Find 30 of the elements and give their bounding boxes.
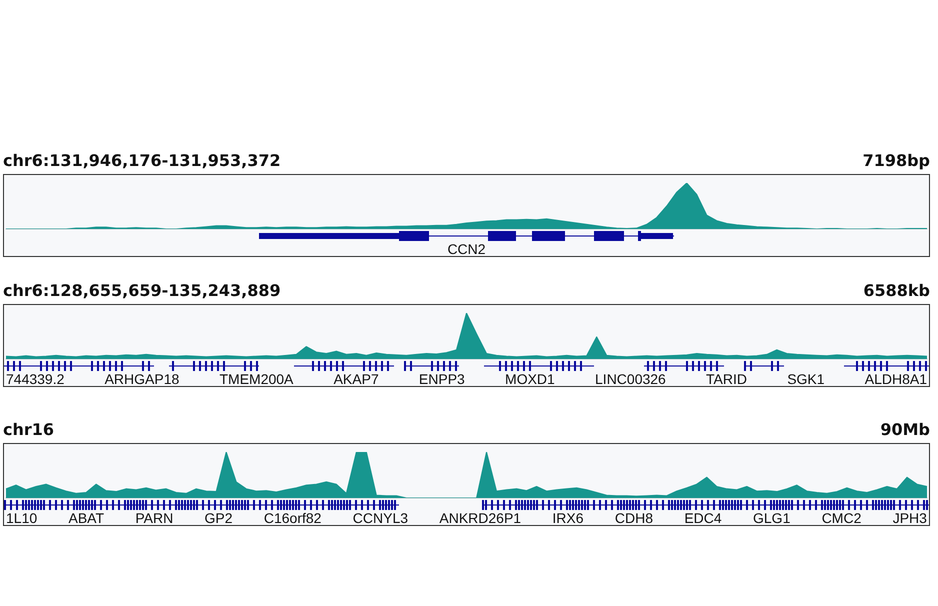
text: ENPP3 (418, 371, 465, 387)
text: SGK1 (787, 371, 825, 387)
text: 1L10 (6, 510, 38, 526)
chart-title: chr6:131,946,176-131,953,372 (3, 151, 281, 170)
text: MOXD1 (505, 371, 555, 387)
text: EDC4 (684, 510, 722, 526)
text: AKAP7 (334, 371, 379, 387)
text: IRX6 (552, 510, 584, 526)
text: PARN (135, 510, 174, 526)
chart-title: chr16 (3, 420, 54, 439)
text: ALDH8A1 (864, 371, 927, 387)
text: LINC00326 (595, 371, 666, 387)
text: GLG1 (753, 510, 790, 526)
text: CMC2 (822, 510, 862, 526)
text: CCN2 (447, 241, 486, 257)
chart-title: chr6:128,655,659-135,243,889 (3, 281, 281, 300)
text: CDH8 (614, 510, 653, 526)
text: GP2 (204, 510, 233, 526)
text: ABAT (68, 510, 104, 526)
text: CCNYL3 (352, 510, 408, 526)
text: TARID (706, 371, 747, 387)
chart-subtitle: 7198bp (862, 151, 930, 170)
text: 744339.2 (6, 371, 64, 387)
chart-subtitle: 90Mb (880, 420, 930, 439)
chart-subtitle: 6588kb (863, 281, 930, 300)
text: ANKRD26P1 (439, 510, 522, 526)
text: TMEM200A (219, 371, 294, 387)
text: C16orf82 (264, 510, 322, 526)
text: ARHGAP18 (104, 371, 180, 387)
text: JPH3 (892, 510, 927, 526)
